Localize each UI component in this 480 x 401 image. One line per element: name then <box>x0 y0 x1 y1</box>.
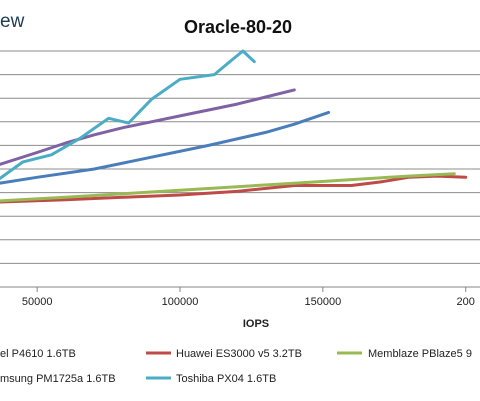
series-lines <box>0 49 468 204</box>
x-tick-labels: 50000 100000 150000 200 <box>22 296 475 308</box>
chart-title: Oracle-80-20 <box>184 17 292 37</box>
series-line <box>0 172 456 203</box>
x-tick-label: 50000 <box>22 296 53 308</box>
gridlines <box>0 50 480 288</box>
legend: el P4610 1.6TB Huawei ES3000 v5 3.2TB Memb… <box>0 348 472 385</box>
x-tick-label: 100000 <box>162 296 199 308</box>
brand-logo-text: ew <box>0 11 25 32</box>
series-line <box>0 49 256 180</box>
series-line <box>0 88 296 166</box>
legend-label: Huawei ES3000 v5 3.2TB <box>176 348 302 360</box>
series-line <box>0 110 331 185</box>
x-tick-label: 150000 <box>304 296 341 308</box>
legend-label: msung PM1725a 1.6TB <box>0 373 116 385</box>
axes <box>0 286 480 292</box>
x-tick-label: 200 <box>457 296 475 308</box>
x-axis-title: IOPS <box>243 318 269 330</box>
legend-label: Toshiba PX04 1.6TB <box>176 373 276 385</box>
legend-label: el P4610 1.6TB <box>0 348 76 360</box>
legend-label: Memblaze PBlaze5 9 <box>368 348 472 360</box>
